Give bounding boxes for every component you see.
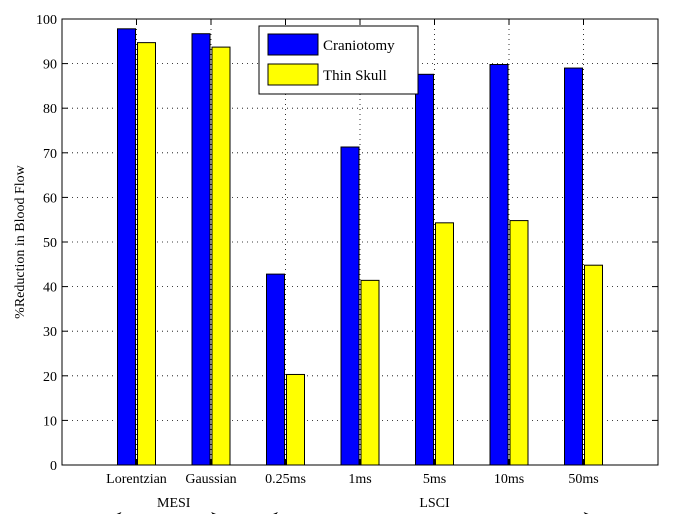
legend-label: Craniotomy [323,38,395,54]
x-tick-label: 50ms [568,472,598,487]
bar [435,222,454,466]
bars [117,28,603,466]
tick-labels: 0 10 20 30 40 50 60 70 80 90 100 Lorentzian Gaussian… [36,13,599,487]
axis-ticks [62,18,658,466]
bar [211,46,231,466]
y-axis-label: %Reduction in Blood Flow [13,164,28,319]
y-tick-label: 10 [43,414,57,429]
y-tick-label: 0 [50,459,57,474]
y-tick-label: 30 [43,325,57,340]
y-tick-label: 80 [43,102,57,117]
group-labels: MESI LSCI [109,496,596,514]
y-tick-label: 50 [43,236,57,251]
y-tick-label: 20 [43,370,57,385]
y-tick-label: 40 [43,281,57,296]
x-tick-label: Gaussian [185,472,236,487]
group-label: MESI [157,496,191,511]
legend-swatch [267,33,319,56]
x-tick-label: 1ms [348,472,371,487]
x-tick-label: 10ms [494,472,524,487]
bar [266,273,285,466]
bar [137,42,156,466]
legend: Craniotomy Thin Skull [258,25,419,95]
group-label: LSCI [419,496,450,511]
legend-swatch [267,63,319,86]
y-tick-label: 90 [43,58,57,73]
x-tick-label: 0.25ms [265,472,306,487]
y-tick-label: 100 [36,13,57,28]
legend-label: Thin Skull [323,68,387,84]
bar [340,146,360,466]
bar [415,73,434,466]
y-tick-label: 60 [43,191,57,206]
bar [584,264,603,466]
bar [564,67,583,466]
x-tick-label: 5ms [423,472,446,487]
bar [191,33,211,466]
bar [489,63,509,466]
bar [360,279,380,466]
y-tick-label: 70 [43,147,57,162]
bar [286,373,305,466]
bar [509,220,529,466]
bar [117,28,136,466]
x-tick-label: Lorentzian [106,472,167,487]
